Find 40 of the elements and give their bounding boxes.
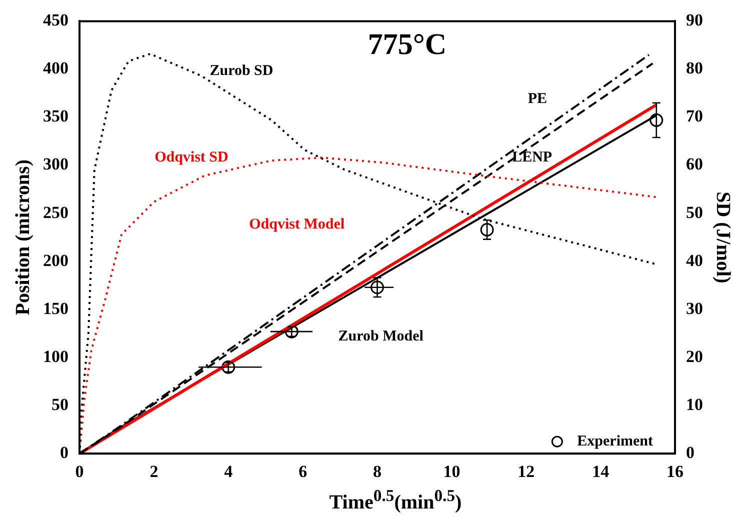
y-tick-label: 350 xyxy=(43,106,68,126)
y-axis-title: Position (microns) xyxy=(12,160,34,316)
x-tick-label: 12 xyxy=(518,462,535,482)
y-tick-label: 250 xyxy=(43,202,68,222)
x-tick-label: 0 xyxy=(75,462,84,482)
y-tick-label: 0 xyxy=(60,442,68,462)
y2-tick-label: 90 xyxy=(686,10,703,30)
annotation: Odqvist SD xyxy=(154,149,229,166)
y2-tick-label: 80 xyxy=(686,58,703,78)
y-tick-label: 200 xyxy=(43,250,68,270)
x-tick-label: 10 xyxy=(443,462,460,482)
x-tick-label: 6 xyxy=(298,462,308,482)
y2-tick-label: 70 xyxy=(686,106,703,126)
y2-tick-label: 0 xyxy=(686,442,694,462)
chart-title: 775°C xyxy=(368,28,447,61)
x-axis-title: Time$^{0.5}$(min$^{0.5}$) xyxy=(328,486,463,515)
x-tick-label: 2 xyxy=(150,462,158,482)
y2-axis-title: SD (J/mol) xyxy=(712,192,734,284)
y2-tick-label: 20 xyxy=(686,346,703,366)
annotation: PE xyxy=(528,90,548,107)
x-tick-label: 14 xyxy=(592,462,610,482)
annotation: Zurob Model xyxy=(338,328,424,345)
y-tick-label: 150 xyxy=(43,298,68,318)
y-tick-label: 100 xyxy=(43,346,68,366)
x-tick-label: 4 xyxy=(224,462,234,482)
y2-tick-label: 50 xyxy=(686,202,703,222)
y2-tick-label: 40 xyxy=(686,250,703,270)
x-tick-label: 8 xyxy=(373,462,382,482)
y-tick-label: 400 xyxy=(43,58,68,78)
y-tick-label: 300 xyxy=(43,154,68,174)
annotation: Odqvist Model xyxy=(249,216,345,232)
x-tick-label: 16 xyxy=(666,462,684,482)
y-tick-label: 50 xyxy=(52,394,68,414)
annotation: Zurob SD xyxy=(210,62,274,79)
y-tick-label: 450 xyxy=(43,10,68,30)
y2-tick-label: 30 xyxy=(686,298,703,318)
y2-tick-label: 60 xyxy=(686,154,703,174)
legend-label: Experiment xyxy=(577,433,654,450)
y2-tick-label: 10 xyxy=(686,394,703,414)
annotation: LENP xyxy=(512,149,552,166)
